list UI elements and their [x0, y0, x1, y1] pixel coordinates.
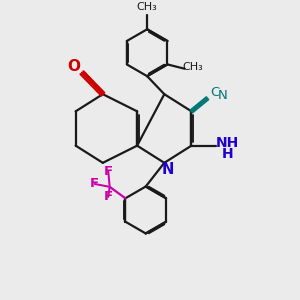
Text: F: F [104, 190, 113, 203]
Text: CH₃: CH₃ [182, 62, 203, 72]
Text: O: O [68, 59, 80, 74]
Text: NH: NH [216, 136, 239, 150]
Text: CH₃: CH₃ [137, 2, 158, 12]
Text: C: C [211, 86, 220, 99]
Text: N: N [161, 162, 174, 177]
Text: H: H [221, 147, 233, 161]
Text: F: F [104, 165, 113, 178]
Text: F: F [90, 178, 99, 190]
Text: N: N [218, 89, 227, 102]
